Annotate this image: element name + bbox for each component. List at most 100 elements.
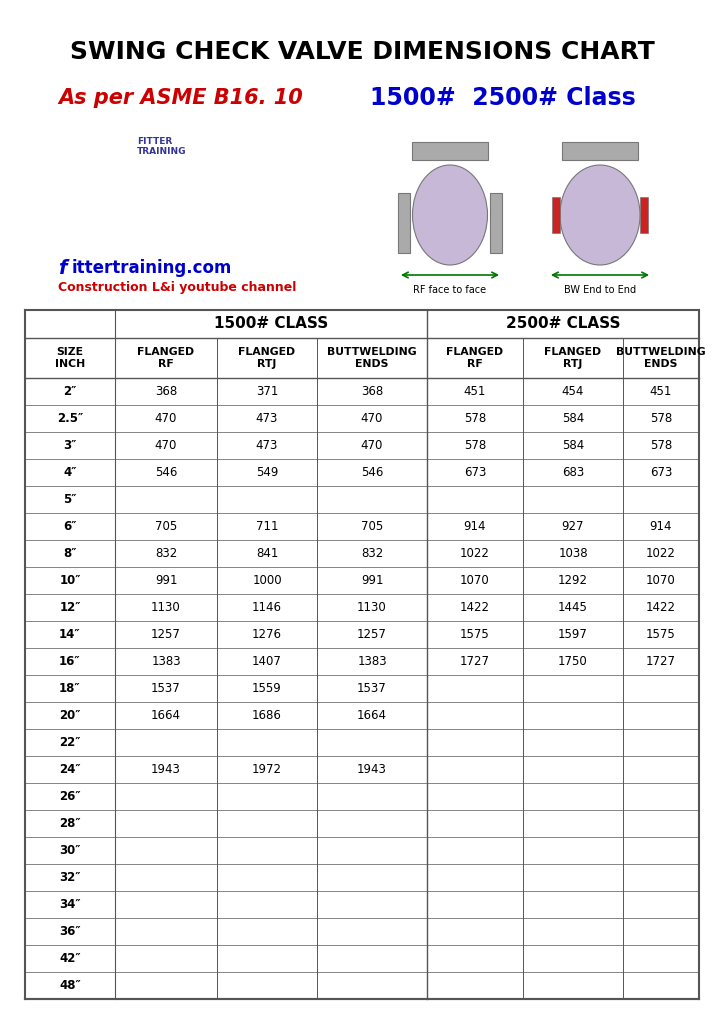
Text: 5″: 5″ (63, 493, 77, 506)
Text: 991: 991 (155, 574, 177, 587)
Text: 1038: 1038 (558, 547, 588, 560)
Text: 1750: 1750 (558, 655, 588, 668)
Text: 22″: 22″ (59, 736, 81, 749)
Text: 1972: 1972 (252, 763, 282, 776)
Text: BW End to End: BW End to End (564, 285, 636, 295)
Text: 578: 578 (464, 412, 486, 425)
Text: 470: 470 (361, 439, 383, 452)
Text: 10″: 10″ (59, 574, 81, 587)
Text: 1422: 1422 (646, 601, 676, 614)
Text: 1559: 1559 (252, 682, 282, 695)
Ellipse shape (413, 165, 487, 265)
Text: 832: 832 (361, 547, 383, 560)
Text: 1943: 1943 (357, 763, 387, 776)
Text: 1407: 1407 (252, 655, 282, 668)
Text: 18″: 18″ (59, 682, 81, 695)
Text: 368: 368 (361, 385, 383, 398)
Text: 1422: 1422 (460, 601, 490, 614)
Text: BUTTWELDING
ENDS: BUTTWELDING ENDS (616, 347, 706, 369)
Text: 1727: 1727 (460, 655, 490, 668)
Text: 578: 578 (464, 439, 486, 452)
Text: 470: 470 (155, 412, 177, 425)
Text: 578: 578 (650, 439, 672, 452)
Text: f: f (58, 258, 67, 278)
Text: 711: 711 (256, 520, 278, 534)
Text: 1575: 1575 (460, 628, 490, 641)
Text: 26″: 26″ (59, 790, 81, 803)
Text: FLANGED
RTJ: FLANGED RTJ (238, 347, 295, 369)
Text: 841: 841 (256, 547, 278, 560)
Text: 1943: 1943 (151, 763, 181, 776)
Text: 673: 673 (464, 466, 487, 479)
Text: 1292: 1292 (558, 574, 588, 587)
Text: 1000: 1000 (252, 574, 282, 587)
Text: 705: 705 (361, 520, 383, 534)
Text: 2″: 2″ (63, 385, 77, 398)
Bar (562, 142, 638, 160)
Text: 8″: 8″ (63, 547, 77, 560)
Text: SWING CHECK VALVE DIMENSIONS CHART: SWING CHECK VALVE DIMENSIONS CHART (70, 40, 654, 63)
Text: 705: 705 (155, 520, 177, 534)
Text: 1022: 1022 (460, 547, 490, 560)
Text: 14″: 14″ (59, 628, 81, 641)
Text: 473: 473 (256, 439, 278, 452)
Text: Construction L&i youtube channel: Construction L&i youtube channel (58, 282, 296, 295)
Text: 368: 368 (155, 385, 177, 398)
Text: 6″: 6″ (63, 520, 77, 534)
Text: 1257: 1257 (151, 628, 181, 641)
Bar (490, 193, 502, 253)
Text: 673: 673 (650, 466, 672, 479)
Text: 30″: 30″ (59, 844, 81, 857)
Text: 470: 470 (361, 412, 383, 425)
Text: 914: 914 (464, 520, 487, 534)
Bar (552, 197, 560, 233)
Text: 48″: 48″ (59, 979, 81, 992)
Text: 927: 927 (562, 520, 584, 534)
Bar (412, 142, 488, 160)
Text: 1070: 1070 (646, 574, 676, 587)
Text: 454: 454 (562, 385, 584, 398)
Text: 34″: 34″ (59, 898, 81, 911)
Text: 1727: 1727 (646, 655, 676, 668)
Text: 36″: 36″ (59, 925, 81, 938)
Text: 1500#  2500# Class: 1500# 2500# Class (370, 86, 636, 110)
Text: 1597: 1597 (558, 628, 588, 641)
Text: FLANGED
RTJ: FLANGED RTJ (544, 347, 602, 369)
Text: 1445: 1445 (558, 601, 588, 614)
Text: 584: 584 (562, 412, 584, 425)
Text: ittertraining.com: ittertraining.com (72, 259, 232, 278)
Text: FITTER: FITTER (137, 137, 172, 146)
Bar (640, 197, 648, 233)
Text: 578: 578 (650, 412, 672, 425)
Text: 16″: 16″ (59, 655, 81, 668)
Text: SIZE
INCH: SIZE INCH (55, 347, 85, 369)
Text: 914: 914 (649, 520, 673, 534)
Text: 451: 451 (650, 385, 672, 398)
Text: 473: 473 (256, 412, 278, 425)
Text: 1664: 1664 (151, 709, 181, 722)
Text: 832: 832 (155, 547, 177, 560)
Text: 546: 546 (361, 466, 383, 479)
Text: 549: 549 (256, 466, 278, 479)
Text: 28″: 28″ (59, 817, 81, 830)
Text: 1575: 1575 (646, 628, 676, 641)
Text: 470: 470 (155, 439, 177, 452)
Text: 32″: 32″ (59, 871, 81, 884)
Text: 1686: 1686 (252, 709, 282, 722)
Text: TRAINING: TRAINING (137, 147, 187, 157)
Text: 584: 584 (562, 439, 584, 452)
Text: 1537: 1537 (151, 682, 181, 695)
Text: 683: 683 (562, 466, 584, 479)
Text: 371: 371 (256, 385, 278, 398)
Text: 1664: 1664 (357, 709, 387, 722)
Text: 1257: 1257 (357, 628, 387, 641)
Text: 24″: 24″ (59, 763, 81, 776)
Text: RF face to face: RF face to face (413, 285, 487, 295)
Text: 20″: 20″ (59, 709, 81, 722)
Text: 1130: 1130 (151, 601, 181, 614)
Text: As per ASME B16. 10: As per ASME B16. 10 (58, 88, 303, 108)
Text: 2500# CLASS: 2500# CLASS (506, 316, 620, 332)
Text: 991: 991 (361, 574, 383, 587)
Text: 1130: 1130 (357, 601, 387, 614)
Text: 3″: 3″ (63, 439, 77, 452)
